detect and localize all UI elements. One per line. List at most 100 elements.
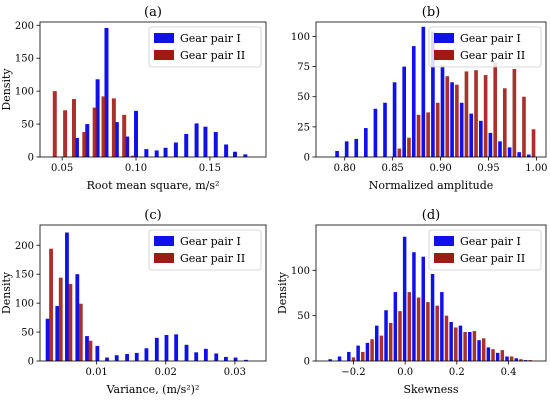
x-tick-label: 0.05 — [51, 163, 73, 174]
histogram-bar-gear-pair-1 — [347, 351, 351, 361]
histogram-bar-gear-pair-1 — [393, 292, 398, 361]
histogram-bar-gear-pair-1 — [184, 344, 189, 361]
histogram-bar-gear-pair-1 — [85, 336, 89, 361]
chart-panel: −0.2 0.0 0.2 0.4 0 50 100 (d) Skewness Density Gea… — [276, 208, 547, 396]
histogram-bar-gear-pair-1 — [173, 142, 178, 157]
y-tick-label: 200 — [15, 21, 34, 32]
histogram-bar-gear-pair-1 — [45, 318, 50, 361]
legend-label: Gear pair I — [460, 32, 521, 45]
legend-swatch — [434, 33, 454, 43]
histogram-bar-gear-pair-1 — [134, 352, 139, 361]
histogram-bar-gear-pair-1 — [65, 232, 69, 361]
y-tick-label: 100 — [15, 299, 34, 310]
x-tick-label: 0.90 — [429, 163, 451, 174]
histogram-bar-gear-pair-1 — [495, 352, 500, 361]
histogram-bar-gear-pair-2 — [379, 335, 384, 361]
legend-box — [148, 229, 262, 271]
legend-box — [428, 229, 542, 271]
histogram-bar-gear-pair-1 — [233, 357, 238, 361]
histogram-bar-gear-pair-1 — [174, 334, 179, 361]
histogram-bar-gear-pair-2 — [361, 351, 365, 361]
y-tick-label: 25 — [297, 122, 310, 133]
histogram-bar-gear-pair-1 — [392, 82, 397, 157]
plot-frame — [39, 21, 267, 158]
histogram-bar-gear-pair-1 — [440, 292, 444, 361]
legend-swatch — [154, 50, 174, 60]
histogram-bar-gear-pair-2 — [426, 302, 430, 361]
panel-title: (c) — [144, 208, 161, 223]
histogram-bar-gear-pair-2 — [398, 311, 402, 361]
y-tick-label: 50 — [297, 92, 310, 103]
histogram-bar-gear-pair-1 — [344, 141, 349, 157]
y-tick-label: 50 — [297, 311, 310, 322]
histogram-bar-gear-pair-1 — [498, 141, 502, 157]
histogram-bar-gear-pair-2 — [82, 131, 87, 157]
plot-frame — [39, 224, 267, 362]
histogram-bar-gear-pair-1 — [154, 337, 159, 361]
legend: Gear pair I Gear pair II — [428, 26, 542, 68]
histogram-bar-gear-pair-1 — [507, 147, 512, 157]
histogram-bar-gear-pair-2 — [464, 71, 469, 157]
histogram-bar-gear-pair-2 — [388, 322, 393, 361]
y-tick-label: 100 — [291, 266, 310, 277]
y-axis-label: Density — [0, 68, 13, 111]
histogram-bar-gear-pair-1 — [105, 357, 109, 361]
legend-label: Gear pair II — [180, 49, 245, 62]
histogram-bar-gear-pair-1 — [421, 26, 426, 157]
histogram-bar-gear-pair-1 — [335, 150, 339, 157]
legend: Gear pair I Gear pair II — [148, 26, 262, 68]
histogram-bar-gear-pair-1 — [214, 353, 219, 361]
histogram-bar-gear-pair-1 — [144, 348, 149, 361]
histogram-bar-gear-pair-1 — [430, 273, 435, 361]
histogram-bar-gear-pair-1 — [374, 325, 379, 361]
histogram-bar-gear-pair-2 — [502, 88, 507, 157]
x-tick-label: 0.80 — [334, 163, 356, 174]
histogram-bar-gear-pair-1 — [431, 31, 435, 157]
histogram-bar-gear-pair-1 — [154, 150, 159, 157]
histogram-bar-gear-pair-1 — [477, 340, 481, 361]
histogram-bar-gear-pair-1 — [402, 66, 406, 157]
y-axis-label: Density — [0, 271, 13, 314]
histogram-bar-gear-pair-1 — [514, 358, 519, 361]
histogram-bar-gear-pair-2 — [493, 62, 498, 158]
histogram-bar-gear-pair-1 — [526, 154, 531, 157]
y-tick-label: 50 — [21, 120, 34, 131]
histogram-bar-gear-pair-1 — [224, 356, 228, 361]
histogram-bar-gear-pair-1 — [383, 102, 387, 157]
histogram-bar-gear-pair-2 — [435, 305, 439, 361]
histogram-bar-gear-pair-2 — [481, 338, 486, 361]
y-tick-label: 50 — [21, 328, 34, 339]
histogram-bar-gear-pair-2 — [472, 331, 477, 361]
chart-panel: 0.05 0.10 0.15 0 50 100 150 200 (a) Root mean squ… — [0, 5, 267, 192]
legend-swatch — [154, 33, 174, 43]
histogram-bar-gear-pair-1 — [517, 152, 521, 157]
y-tick-label: 0 — [304, 153, 310, 164]
x-tick-label: 0.01 — [86, 367, 108, 378]
legend-swatch — [434, 50, 454, 60]
histogram-bar-gear-pair-1 — [421, 256, 425, 361]
histogram-bar-gear-pair-2 — [416, 114, 421, 157]
histogram-bar-gear-pair-1 — [144, 149, 149, 157]
panel-title: (a) — [144, 5, 162, 20]
histogram-bar-gear-pair-2 — [444, 315, 449, 361]
x-axis-label: Normalized amplitude — [369, 179, 494, 192]
histogram-bar-gear-pair-1 — [354, 138, 359, 157]
y-tick-label: 75 — [297, 62, 310, 73]
histogram-bar-gear-pair-1 — [114, 122, 119, 157]
x-tick-label: 0.4 — [501, 367, 517, 378]
legend-label: Gear pair I — [460, 235, 521, 248]
legend-box — [148, 26, 262, 68]
histogram-bar-gear-pair-2 — [509, 356, 514, 361]
y-tick-label: 100 — [291, 32, 310, 43]
histogram-bar-gear-pair-2 — [435, 102, 440, 157]
histogram-bar-gear-pair-1 — [125, 136, 130, 157]
histogram-bar-gear-pair-1 — [402, 236, 407, 361]
histogram-bar-gear-pair-1 — [459, 102, 464, 157]
histogram-bar-gear-pair-2 — [522, 96, 526, 157]
histogram-bar-gear-pair-2 — [370, 339, 374, 361]
histogram-bar-gear-pair-1 — [356, 345, 360, 361]
histogram-bar-gear-pair-1 — [75, 274, 80, 361]
legend-box — [428, 26, 542, 68]
histogram-bar-gear-pair-2 — [455, 84, 459, 157]
legend-label: Gear pair I — [180, 235, 241, 248]
